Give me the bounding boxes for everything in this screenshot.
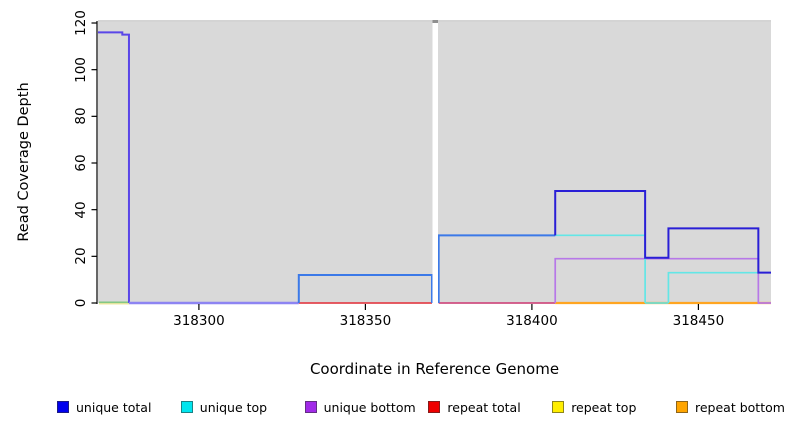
legend-item-unique-top: unique top <box>180 399 268 415</box>
y-axis-title: Read Coverage Depth <box>16 82 32 242</box>
series-line-9 <box>98 31 130 303</box>
y-tick-label: 120 <box>73 10 89 36</box>
x-tick-label: 318300 <box>173 313 225 329</box>
series-line-8 <box>667 271 771 303</box>
y-tick-label: 60 <box>73 154 89 172</box>
no-data-gap-cap <box>432 20 438 23</box>
no-data-gap <box>432 20 438 304</box>
legend-label: repeat top <box>571 399 637 415</box>
legend-swatch-icon <box>180 401 193 413</box>
legend-label: unique bottom <box>323 399 416 415</box>
y-tick-label: 0 <box>73 298 89 308</box>
legend-item-unique-total: unique total <box>57 399 152 415</box>
legend-swatch-icon <box>57 401 69 413</box>
legend-swatch-icon <box>304 401 317 413</box>
y-tick-label: 20 <box>73 247 89 265</box>
x-axis-title: Coordinate in Reference Genome <box>309 360 560 378</box>
legend-item-repeat-bottom: repeat bottom <box>676 399 785 415</box>
legend-label: unique total <box>76 399 152 415</box>
x-tick-label: 318350 <box>339 313 392 329</box>
series-line-11 <box>297 274 434 303</box>
legend-item-repeat-total: repeat total <box>428 399 521 415</box>
x-tick-label: 318450 <box>672 313 725 329</box>
legend-label: repeat total <box>447 399 521 415</box>
series-line-12 <box>437 234 556 303</box>
legend-label: unique top <box>199 399 268 415</box>
legend-item-unique-bottom: unique bottom <box>304 399 416 415</box>
legend-swatch-icon <box>552 401 565 413</box>
y-tick-label: 40 <box>73 201 89 219</box>
y-tick-label: 80 <box>73 107 89 125</box>
legend-swatch-icon <box>676 401 688 413</box>
legend-label: repeat bottom <box>695 399 785 415</box>
y-tick-label: 100 <box>73 56 89 83</box>
legend-swatch-icon <box>428 401 441 413</box>
x-tick-label: 318400 <box>506 313 558 329</box>
legend-item-repeat-top: repeat top <box>552 399 637 415</box>
series-line-13 <box>554 190 771 274</box>
